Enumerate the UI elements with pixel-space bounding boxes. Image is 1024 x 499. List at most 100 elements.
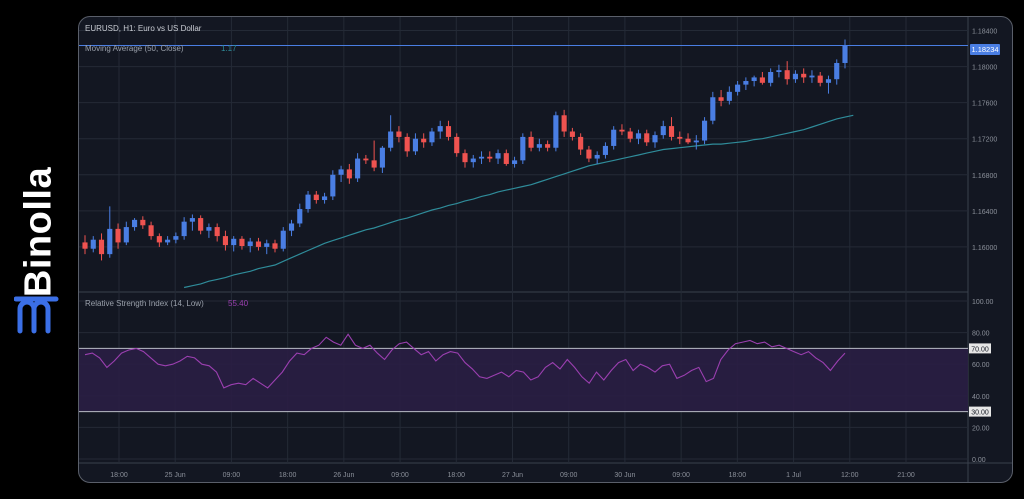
candle-bullish [437,120,443,139]
candle-bearish [454,133,460,157]
chart-panel[interactable]: 70.00 30.00 1.18400 1.18000 1.17600 1.17200 1… [78,16,1013,483]
candle-bearish [561,109,567,137]
candle-body [421,138,427,143]
candle-body [454,136,460,154]
candle-bearish [272,239,278,253]
rsi-tick-label: 40.00 [972,394,990,401]
time-tick-label: 09:00 [391,472,409,479]
candle-body [264,243,270,247]
time-tick-label: 09:00 [672,472,690,479]
candle-body [668,126,675,137]
candle-body [569,131,575,137]
candle-bearish [239,236,245,250]
candle-body [693,140,699,143]
candle-bullish [768,68,774,87]
candle-bearish [801,68,807,83]
price-tick-label: 1.16400 [972,209,997,216]
candle-body [355,158,361,179]
candle-body [140,219,146,226]
candle-body [231,238,237,246]
candle-body [586,149,592,159]
candle-bearish [445,120,452,141]
candle-body [437,126,443,132]
candle-bullish [710,91,716,125]
candle-bearish [214,223,220,242]
candle-bullish [652,131,658,148]
candle-bullish [660,120,666,139]
candle-bullish [809,70,815,83]
ma-legend-value: 1.17 [221,44,237,53]
candle-bullish [602,142,608,159]
candle-body [148,225,154,237]
chart-grid [79,17,1012,482]
candle-body [652,135,658,143]
candle-body [239,238,245,247]
candle-bearish [222,230,228,251]
candle-body [346,169,352,179]
candle-body [247,241,253,247]
candle-body [718,97,724,101]
candle-bullish [842,39,848,69]
candle-body [478,156,485,159]
candle-body [388,131,394,148]
candle-bullish [247,237,253,253]
candle-bullish [825,75,832,94]
candle-body [512,160,518,164]
candle-bearish [784,61,790,85]
candle-body [677,136,683,139]
candle-bearish [644,129,650,146]
candle-bearish [545,140,551,152]
candle-body [132,219,138,228]
time-tick-label: 18:00 [279,472,297,479]
brand-sidebar: Binolla [0,0,78,499]
candle-bearish [528,131,534,152]
candle-bullish [776,64,782,78]
candle-bearish [371,140,377,172]
candle-bullish [206,223,212,238]
time-tick-label: 12:00 [841,472,859,479]
rsi-tick-label: 60.00 [972,362,990,369]
candle-body [561,115,567,132]
candle-body [313,194,319,201]
current-price-badge [970,44,1000,55]
candle-bearish [363,154,369,164]
candle-bullish [834,59,840,85]
candle-body [412,138,418,152]
candle-body [322,196,328,201]
candle-bullish [330,170,336,201]
candle-bullish [520,133,526,164]
candle-bearish [586,145,592,163]
candle-body [842,45,848,63]
candle-body [82,242,88,249]
candle-body [644,133,650,143]
rsi-line-group [84,333,846,389]
candle-bearish [817,72,823,87]
time-tick-label: 09:00 [560,472,578,479]
candle-body [338,169,344,175]
candle-body [206,227,212,231]
candle-body [801,73,807,78]
candle-bearish [156,233,162,247]
candle-body [123,227,129,243]
candle-body [429,131,435,143]
candle-body [611,129,617,146]
candle-bearish [255,237,262,251]
candle-bullish [792,70,798,83]
axes: 1.18400 1.18000 1.17600 1.17200 1.16800 1.164… [110,29,997,479]
candle-bearish [677,131,683,145]
candle-body [528,136,534,148]
candle-bullish [231,236,237,252]
candle-bearish [685,133,691,145]
time-tick-label: 25 Jun [165,472,186,479]
candle-body [726,91,732,101]
candle-body [751,77,757,82]
candle-bullish [611,126,617,150]
candle-body [578,136,584,150]
candle-body [305,194,311,210]
candle-bearish [668,117,675,141]
candle-body [495,153,501,159]
rsi-tick-label: 100.00 [972,299,994,306]
rsi-tick-label: 80.00 [972,331,990,338]
moving-average-line [183,114,854,289]
